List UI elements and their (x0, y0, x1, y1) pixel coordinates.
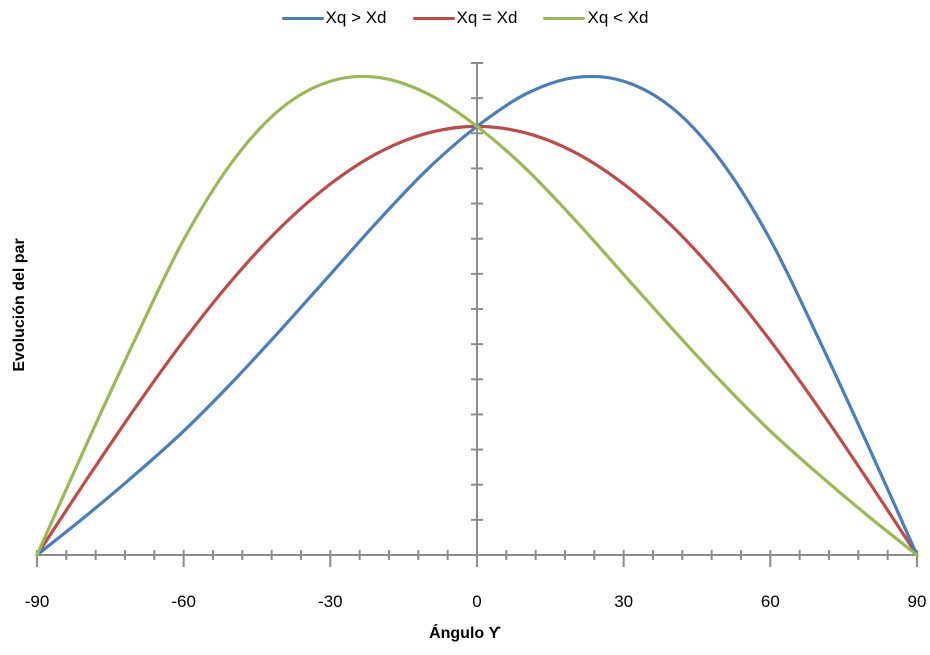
x-tick-label: -30 (318, 592, 343, 611)
legend: Xq > Xd Xq = Xd Xq < Xd (0, 8, 930, 28)
axes (37, 63, 917, 567)
legend-item-1: Xq = Xd (413, 8, 518, 28)
x-tick-label: -60 (171, 592, 196, 611)
x-axis-label: Ángulo ϒ (0, 625, 930, 643)
legend-label-1: Xq = Xd (457, 8, 518, 28)
y-axis-label: Evolución del par (11, 238, 29, 371)
legend-item-2: Xq < Xd (543, 8, 648, 28)
x-tick-label: 90 (908, 592, 927, 611)
x-tick-label: 30 (614, 592, 633, 611)
legend-label-2: Xq < Xd (587, 8, 648, 28)
x-tick-label: 60 (761, 592, 780, 611)
legend-label-0: Xq > Xd (326, 8, 387, 28)
legend-swatch-1 (413, 17, 455, 20)
legend-item-0: Xq > Xd (282, 8, 387, 28)
x-tick-label: -90 (25, 592, 50, 611)
x-tick-label: 0 (472, 592, 481, 611)
legend-swatch-2 (543, 17, 585, 20)
x-tick-labels: -90 -60 -30 0 30 60 90 (25, 592, 927, 611)
legend-swatch-0 (282, 17, 324, 20)
